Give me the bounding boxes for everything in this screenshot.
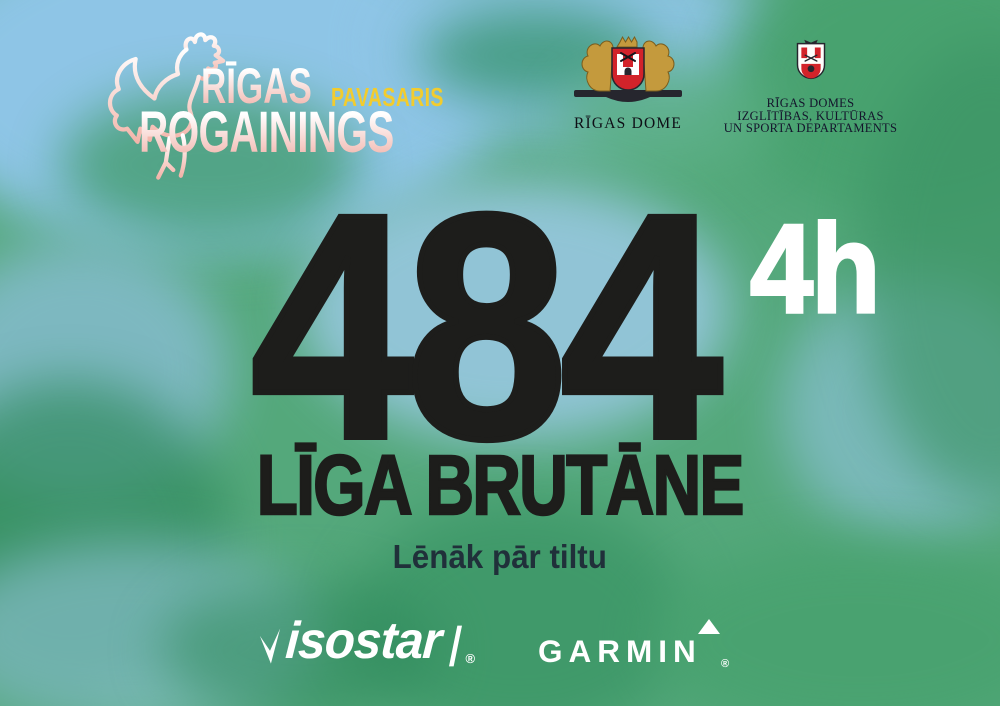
team-name: Lēnāk pār tiltu	[392, 538, 608, 575]
race-category: 4h	[749, 198, 882, 339]
isostar-logo: isostar ®	[258, 612, 476, 670]
riga-council-logo: RĪGAS DOME	[562, 30, 694, 133]
rooster-icon	[107, 32, 226, 180]
isostar-swoosh-icon	[259, 628, 281, 664]
department-caption-line2: IZGLĪTĪBAS, KULTŪRAS	[737, 108, 884, 123]
event-logo: RĪGAS PAVASARIS ROGAININGS	[95, 25, 495, 193]
isostar-tail-swoosh-icon	[448, 625, 462, 667]
background-blob	[300, 180, 730, 440]
event-title-line2: ROGAININGS	[139, 100, 394, 165]
background-blob	[160, 580, 440, 706]
event-season-badge: PAVASARIS	[331, 82, 444, 112]
garmin-delta-icon	[698, 619, 720, 634]
department-logo: RĪGAS DOMES IZGLĪTĪBAS, KULTŪRAS UN SPOR…	[708, 34, 913, 135]
riga-coat-of-arms-icon	[574, 35, 682, 102]
department-caption-line1: RĪGAS DOMES	[766, 96, 855, 110]
bib-number: 484	[248, 147, 725, 505]
registered-mark: ®	[465, 651, 476, 666]
garmin-logo: GARMIN ®	[538, 619, 729, 670]
participant-name: LĪGA BRUTĀNE	[256, 438, 746, 532]
background-blob	[60, 90, 360, 240]
department-shield-icon	[796, 39, 825, 80]
department-caption-line3: UN SPORTA DEPARTAMENTS	[723, 121, 898, 135]
garmin-wordmark: GARMIN	[538, 633, 702, 669]
event-title-line1: RĪGAS	[201, 58, 312, 114]
riga-council-caption: RĪGAS DOME	[573, 115, 683, 132]
isostar-wordmark: isostar	[283, 612, 444, 670]
registered-mark: ®	[721, 658, 730, 670]
